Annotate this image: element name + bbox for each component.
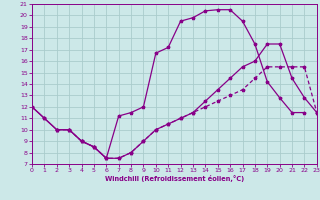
- X-axis label: Windchill (Refroidissement éolien,°C): Windchill (Refroidissement éolien,°C): [105, 175, 244, 182]
